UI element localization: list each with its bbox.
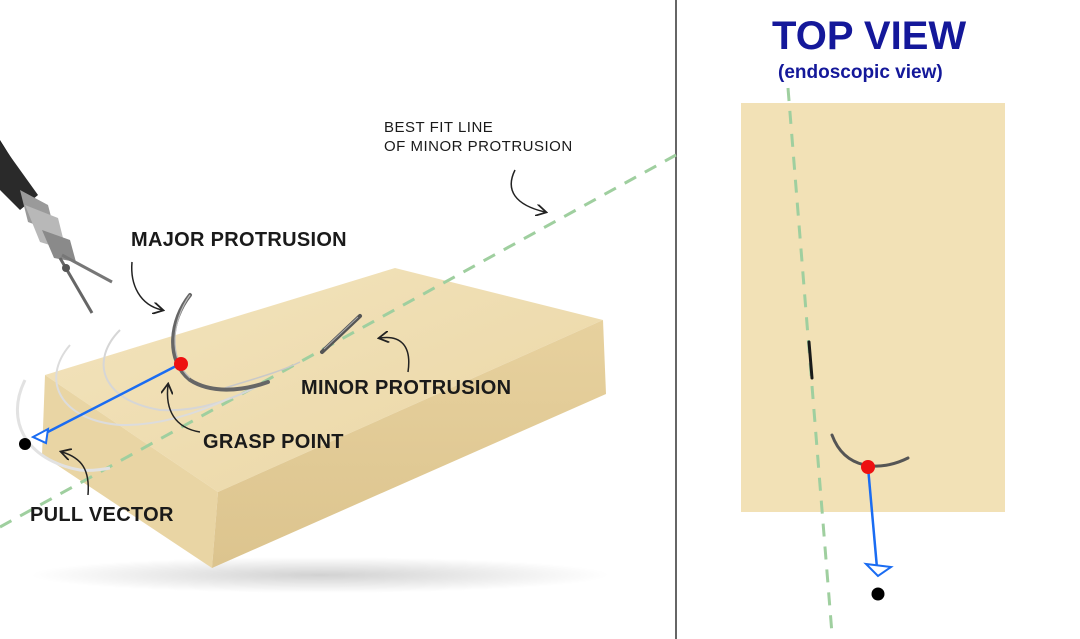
ghost-needle-2	[55, 344, 231, 427]
tissue-block-front	[42, 375, 218, 568]
best-fit-line-label-line-1: BEST FIT LINE	[384, 119, 494, 136]
robotic-instrument-icon	[0, 140, 113, 314]
grasp-point-marker	[174, 357, 188, 371]
grasp-point-pointer-arrow	[167, 385, 201, 433]
major-protrusion-label: MAJOR PROTRUSION	[131, 229, 347, 251]
ghost-needle-3	[15, 379, 111, 472]
best-fit-line-label-line-2: OF MINOR PROTRUSION	[384, 138, 573, 155]
top-view-pull-vector-arrowhead	[863, 562, 894, 578]
suture-thread	[224, 361, 301, 389]
pull-vector-label: PULL VECTOR	[30, 504, 174, 526]
tissue-shadow	[30, 557, 610, 593]
top-view-minor-protrusion	[807, 340, 814, 380]
minor-protrusion-label: MINOR PROTRUSION	[301, 377, 512, 399]
tissue-block-side	[212, 320, 606, 568]
minor-needle-highlight	[323, 316, 359, 350]
minor-protrusion-pointer-arrow	[380, 337, 410, 373]
suture-needle-icon	[171, 293, 270, 392]
top-view-grasp-point	[861, 460, 875, 474]
top-view-title: TOP VIEW	[772, 14, 967, 58]
best-fit-pointer-arrow	[510, 169, 545, 212]
major-protrusion-pointer-arrow	[131, 261, 162, 310]
pull-vector-line	[37, 362, 181, 439]
pull-vector-pointer-arrow	[62, 452, 90, 496]
top-view-pull-vector-origin	[871, 587, 885, 601]
minor-protrusion-needle	[320, 314, 362, 354]
best-fit-line-label: BEST FIT LINE OF MINOR PROTRUSION	[384, 118, 573, 156]
top-view-subtitle: (endoscopic view)	[778, 62, 943, 83]
grasp-point-label: GRASP POINT	[203, 431, 344, 453]
pull-vector-arrowhead	[30, 427, 50, 445]
pull-vector-origin	[19, 438, 31, 450]
needle-highlight	[174, 294, 191, 379]
tissue-block-top	[45, 268, 603, 492]
top-view-tissue-block	[741, 103, 1005, 512]
top-view-pull-vector-line	[866, 466, 879, 569]
